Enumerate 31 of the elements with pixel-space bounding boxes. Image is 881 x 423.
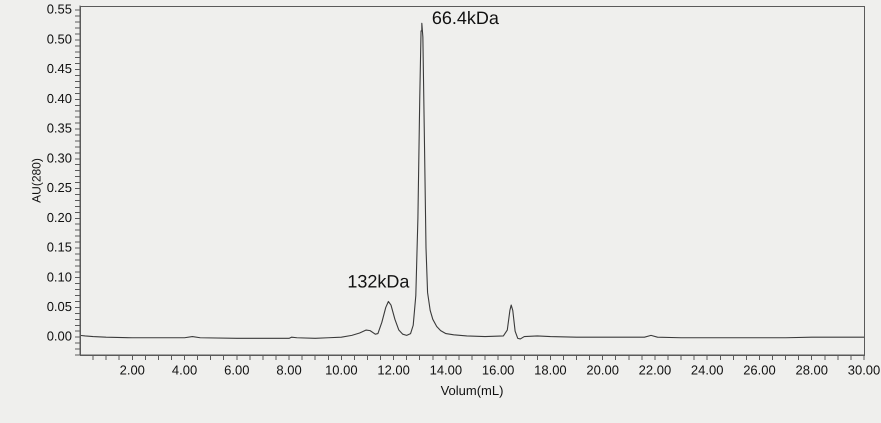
y-tick-label: 0.40 <box>46 90 72 106</box>
x-tick-label: 6.00 <box>224 362 250 378</box>
y-tick-label: 0.00 <box>46 328 72 344</box>
x-tick-label: 14.00 <box>430 362 462 378</box>
y-tick-label: 0.10 <box>46 269 72 284</box>
x-tick-label: 20.00 <box>586 362 619 378</box>
y-tick-label: 0.50 <box>46 31 72 46</box>
y-tick-label: 0.25 <box>46 180 72 196</box>
y-tick-label: 0.15 <box>46 240 72 255</box>
x-tick-label: 4.00 <box>172 362 198 378</box>
y-tick-label: 0.35 <box>46 120 72 136</box>
x-tick-label: 16.00 <box>482 362 514 378</box>
x-tick-label: 2.00 <box>120 362 145 378</box>
x-tick-label: 8.00 <box>276 362 302 378</box>
y-tick-label: 0.20 <box>46 210 72 225</box>
annotation: 66.4kDa <box>432 8 500 28</box>
x-axis-title: Volum(mL) <box>440 382 504 398</box>
y-tick-label: 0.55 <box>46 2 72 17</box>
y-tick-label: 0.05 <box>46 299 72 314</box>
y-tick-label: 0.45 <box>46 61 72 76</box>
x-tick-label: 28.00 <box>795 362 828 378</box>
x-tick-label: 18.00 <box>534 362 567 378</box>
x-tick-label: 30.00 <box>848 362 880 378</box>
y-axis-title: AU(280) <box>30 158 44 203</box>
x-tick-label: 12.00 <box>377 362 410 378</box>
y-tick-label: 0.30 <box>46 150 72 166</box>
annotation: 132kDa <box>347 271 410 292</box>
x-tick-label: 26.00 <box>743 362 776 378</box>
x-tick-label: 24.00 <box>690 362 724 378</box>
x-tick-label: 10.00 <box>325 362 358 378</box>
x-tick-label: 22.00 <box>638 362 672 378</box>
